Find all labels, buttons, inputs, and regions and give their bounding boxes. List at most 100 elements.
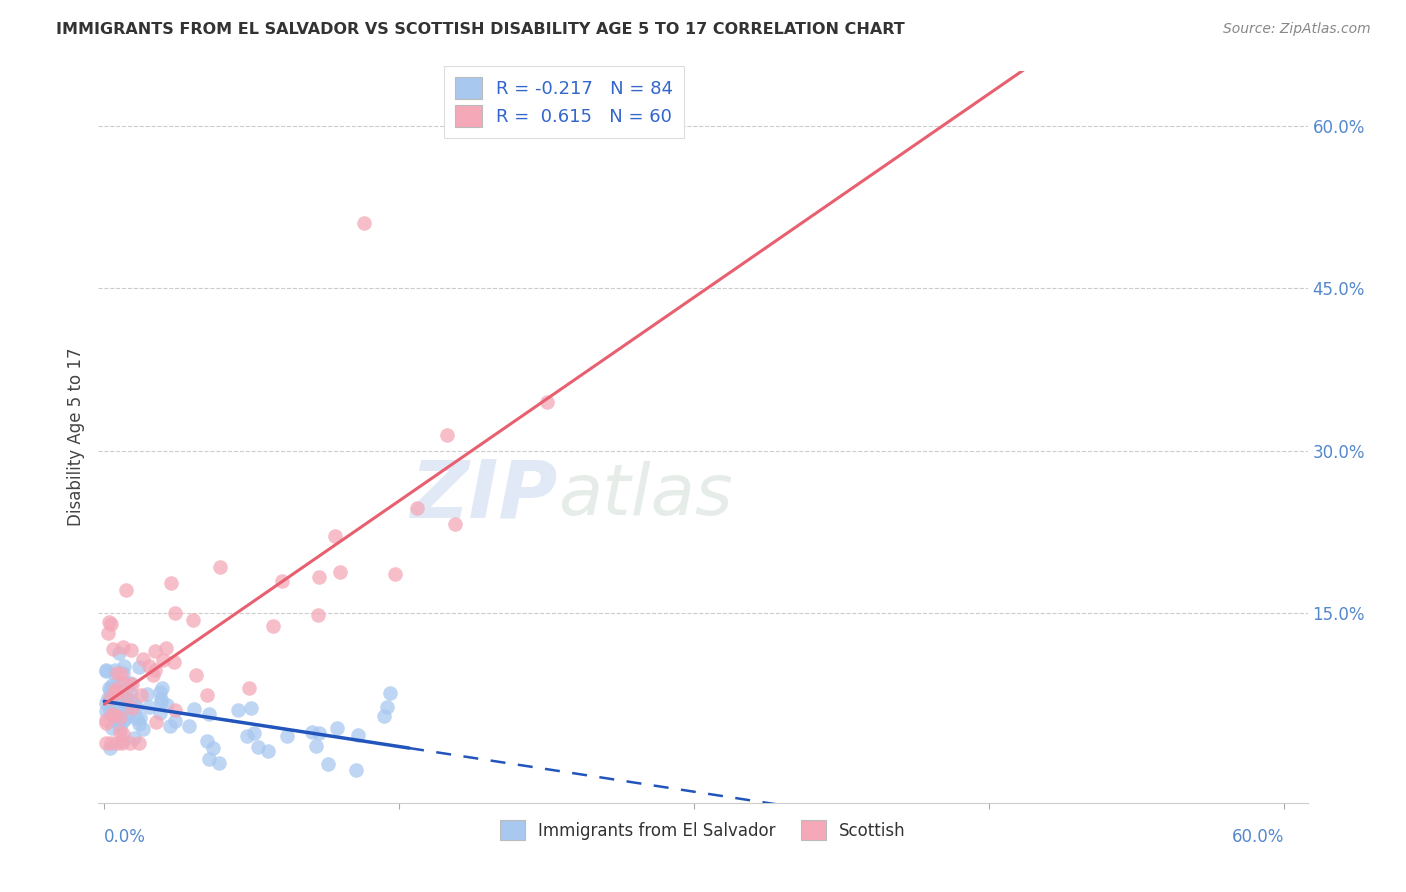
Point <box>103 707 125 722</box>
Point <box>121 677 143 691</box>
Point <box>112 659 135 673</box>
Point <box>128 660 150 674</box>
Point <box>375 700 398 714</box>
Point <box>105 683 128 698</box>
Y-axis label: Disability Age 5 to 17: Disability Age 5 to 17 <box>66 348 84 526</box>
Point <box>436 428 458 442</box>
Text: atlas: atlas <box>558 461 733 530</box>
Legend: Immigrants from El Salvador, Scottish: Immigrants from El Salvador, Scottish <box>494 814 912 847</box>
Point <box>124 731 146 745</box>
Point <box>96 663 118 677</box>
Point <box>97 690 120 705</box>
Point <box>97 626 120 640</box>
Point <box>118 736 141 750</box>
Point <box>129 711 152 725</box>
Point <box>111 689 134 703</box>
Point <box>155 641 177 656</box>
Point <box>115 583 138 598</box>
Point <box>183 702 205 716</box>
Point <box>378 686 401 700</box>
Point <box>105 699 128 714</box>
Point <box>142 668 165 682</box>
Point <box>125 712 148 726</box>
Point <box>107 701 129 715</box>
Point <box>198 706 221 721</box>
Point <box>98 681 121 696</box>
Point <box>373 709 395 723</box>
Point <box>181 613 204 627</box>
Text: ZIP: ZIP <box>411 457 558 534</box>
Point <box>98 690 121 705</box>
Text: IMMIGRANTS FROM EL SALVADOR VS SCOTTISH DISABILITY AGE 5 TO 17 CORRELATION CHART: IMMIGRANTS FROM EL SALVADOR VS SCOTTISH … <box>56 22 905 37</box>
Point <box>96 696 118 710</box>
Point <box>96 715 118 730</box>
Point <box>326 721 349 735</box>
Point <box>165 606 187 620</box>
Point <box>308 570 330 584</box>
Point <box>118 693 141 707</box>
Point <box>96 664 118 678</box>
Point <box>117 707 139 722</box>
Point <box>120 643 142 657</box>
Point <box>104 706 127 721</box>
Point <box>108 707 131 722</box>
Point <box>165 714 187 728</box>
Text: 0.0%: 0.0% <box>104 828 146 846</box>
Point <box>111 640 134 655</box>
Point <box>125 701 148 715</box>
Point <box>108 710 131 724</box>
Point <box>101 689 124 703</box>
Point <box>138 699 160 714</box>
Point <box>207 756 229 771</box>
Point <box>107 715 129 730</box>
Point <box>104 681 127 696</box>
Point <box>304 739 326 753</box>
Point <box>149 692 172 706</box>
Point <box>308 726 330 740</box>
Point <box>104 686 127 700</box>
Point <box>243 726 266 740</box>
Point <box>104 668 127 682</box>
Point <box>150 695 173 709</box>
Point <box>444 516 467 531</box>
Point <box>384 567 406 582</box>
Point <box>262 619 284 633</box>
Point <box>124 697 146 711</box>
Point <box>209 559 232 574</box>
Point <box>100 617 122 632</box>
Point <box>115 690 138 705</box>
Text: Source: ZipAtlas.com: Source: ZipAtlas.com <box>1223 22 1371 37</box>
Point <box>353 216 375 230</box>
Point <box>112 675 135 690</box>
Point <box>120 688 142 702</box>
Point <box>276 729 298 743</box>
Point <box>98 703 121 717</box>
Point <box>105 665 128 680</box>
Point <box>120 675 142 690</box>
Point <box>111 714 134 728</box>
Point <box>100 678 122 692</box>
Point <box>346 728 368 742</box>
Point <box>101 642 124 657</box>
Point <box>270 574 292 588</box>
Point <box>195 689 218 703</box>
Point <box>104 663 127 677</box>
Point <box>110 690 132 705</box>
Point <box>160 575 183 590</box>
Point <box>100 683 122 698</box>
Point <box>104 714 127 728</box>
Point <box>107 646 129 660</box>
Point <box>105 686 128 700</box>
Point <box>156 698 179 712</box>
Point <box>195 734 218 748</box>
Point <box>163 655 186 669</box>
Point <box>101 706 124 721</box>
Point <box>104 683 127 698</box>
Point <box>96 713 118 727</box>
Point <box>98 741 121 756</box>
Point <box>152 653 174 667</box>
Point <box>136 687 159 701</box>
Text: 60.0%: 60.0% <box>1232 828 1284 846</box>
Point <box>96 704 118 718</box>
Point <box>257 744 280 758</box>
